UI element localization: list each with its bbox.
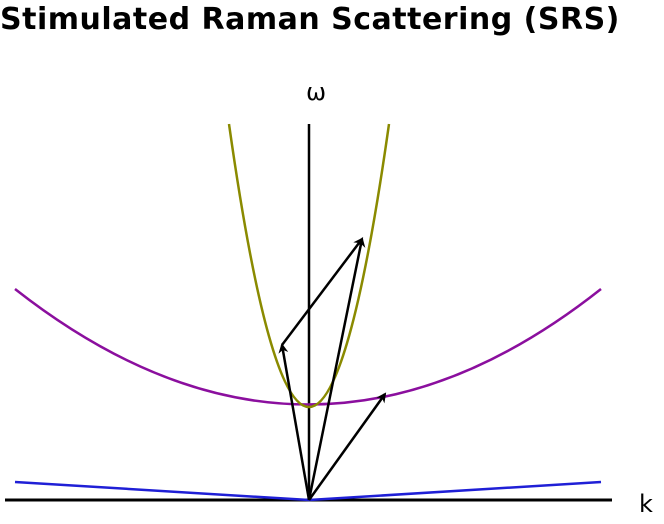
- omega-axis-label: ω: [306, 78, 326, 106]
- light-line-left: [14, 480, 310, 502]
- em-dispersion-curve: [14, 288, 602, 406]
- plasma-dispersion-curve: [227, 123, 391, 408]
- arrow-to-upper-right: [307, 237, 366, 501]
- light-line-right: [308, 480, 602, 502]
- arrow-to-left-branch: [278, 343, 311, 501]
- page-title: Stimulated Raman Scattering (SRS): [0, 2, 620, 37]
- k-axis-label: k: [639, 490, 653, 518]
- arrow-between-branches: [281, 237, 364, 346]
- arrow-to-em-curve: [307, 392, 387, 501]
